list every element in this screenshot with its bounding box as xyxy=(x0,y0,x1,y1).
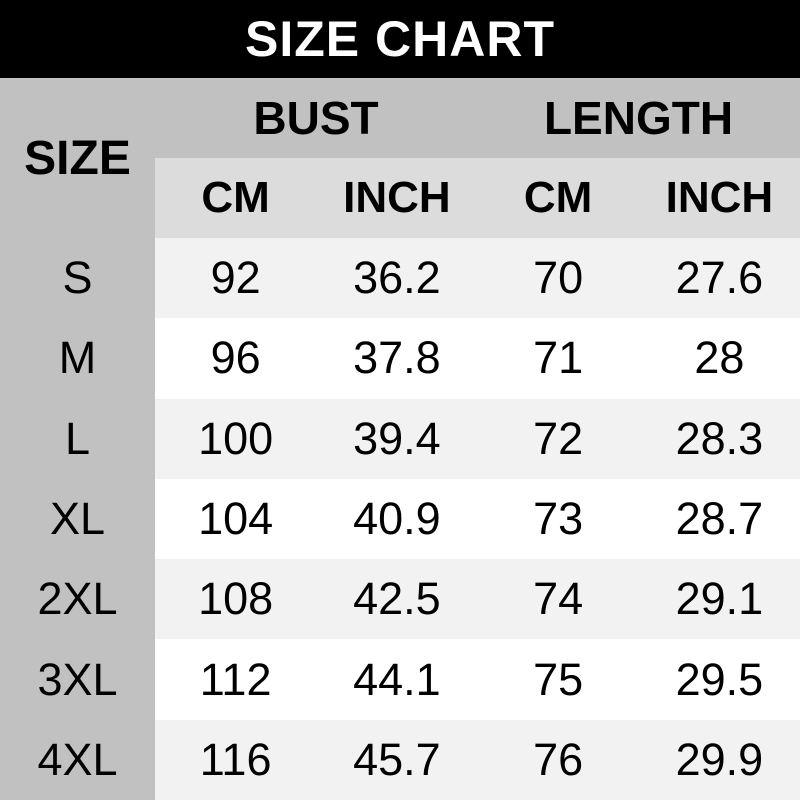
value-cell: 74 xyxy=(533,573,584,625)
value-cell: 100 xyxy=(198,412,274,464)
value-cell: 40.9 xyxy=(353,492,441,544)
value-cell: 45.7 xyxy=(353,733,441,785)
unit-header-row: CM INCH CM INCH xyxy=(155,158,800,238)
table-row: M 96 37.8 71 28 xyxy=(0,318,800,399)
row-data: 112 44.1 75 29.5 xyxy=(155,639,800,720)
title-bar: SIZE CHART xyxy=(0,0,800,78)
row-data: 116 45.7 76 29.9 xyxy=(155,719,800,800)
page-title: SIZE CHART xyxy=(245,11,555,67)
value-cell: 72 xyxy=(533,412,584,464)
value-cell: 39.4 xyxy=(353,412,441,464)
row-data: 100 39.4 72 28.3 xyxy=(155,398,800,479)
size-cell: 2XL xyxy=(37,573,118,625)
value-cell: 29.9 xyxy=(675,733,764,785)
table-row: 3XL 112 44.1 75 29.5 xyxy=(0,639,800,720)
bust-group-header: BUST xyxy=(253,92,379,144)
value-cell: 28.7 xyxy=(675,492,764,544)
value-cell: 108 xyxy=(198,573,274,625)
size-cell: M xyxy=(58,332,97,384)
unit-header-bust-inch: INCH xyxy=(343,173,451,222)
value-cell: 37.8 xyxy=(353,332,441,384)
value-cell: 28 xyxy=(694,332,745,384)
size-cell: 3XL xyxy=(37,653,118,705)
row-data: 92 36.2 70 27.6 xyxy=(155,238,800,319)
table-row: L 100 39.4 72 28.3 xyxy=(0,398,800,479)
value-cell: 28.3 xyxy=(675,412,764,464)
value-cell: 27.6 xyxy=(675,252,764,304)
value-cell: 76 xyxy=(533,733,584,785)
length-group-header: LENGTH xyxy=(543,92,734,144)
table-row: XL 104 40.9 73 28.7 xyxy=(0,478,800,560)
value-cell: 44.1 xyxy=(353,653,441,705)
unit-header-length-inch: INCH xyxy=(665,173,774,222)
value-cell: 42.5 xyxy=(353,573,441,625)
value-cell: 71 xyxy=(533,332,584,384)
size-cell: L xyxy=(64,412,91,464)
value-cell: 96 xyxy=(210,332,261,384)
value-cell: 75 xyxy=(533,653,584,705)
table-row: S 92 36.2 70 27.6 xyxy=(0,238,800,319)
unit-header-bust-cm: CM xyxy=(201,173,270,222)
row-data: 104 40.9 73 28.7 xyxy=(155,478,800,560)
size-column-header: SIZE xyxy=(24,131,131,185)
value-cell: 73 xyxy=(533,492,584,544)
table-row: 2XL 108 42.5 74 29.1 xyxy=(0,559,800,640)
row-data: 108 42.5 74 29.1 xyxy=(155,559,800,640)
value-cell: 36.2 xyxy=(353,252,441,304)
size-cell: 4XL xyxy=(37,733,118,785)
unit-header-length-cm: CM xyxy=(523,173,593,222)
size-cell: S xyxy=(62,252,93,304)
value-cell: 70 xyxy=(533,252,584,304)
value-cell: 29.1 xyxy=(675,573,764,625)
row-data: 96 37.8 71 28 xyxy=(155,318,800,399)
value-cell: 29.5 xyxy=(675,653,764,705)
value-cell: 104 xyxy=(198,492,274,544)
table-row: 4XL 116 45.7 76 29.9 xyxy=(0,719,800,800)
value-cell: 116 xyxy=(199,733,272,785)
value-cell: 92 xyxy=(210,252,261,304)
table-body: S 92 36.2 70 27.6 M 96 37.8 71 28 L 100 … xyxy=(0,238,800,800)
value-cell: 112 xyxy=(199,653,272,705)
size-cell: XL xyxy=(49,492,106,544)
